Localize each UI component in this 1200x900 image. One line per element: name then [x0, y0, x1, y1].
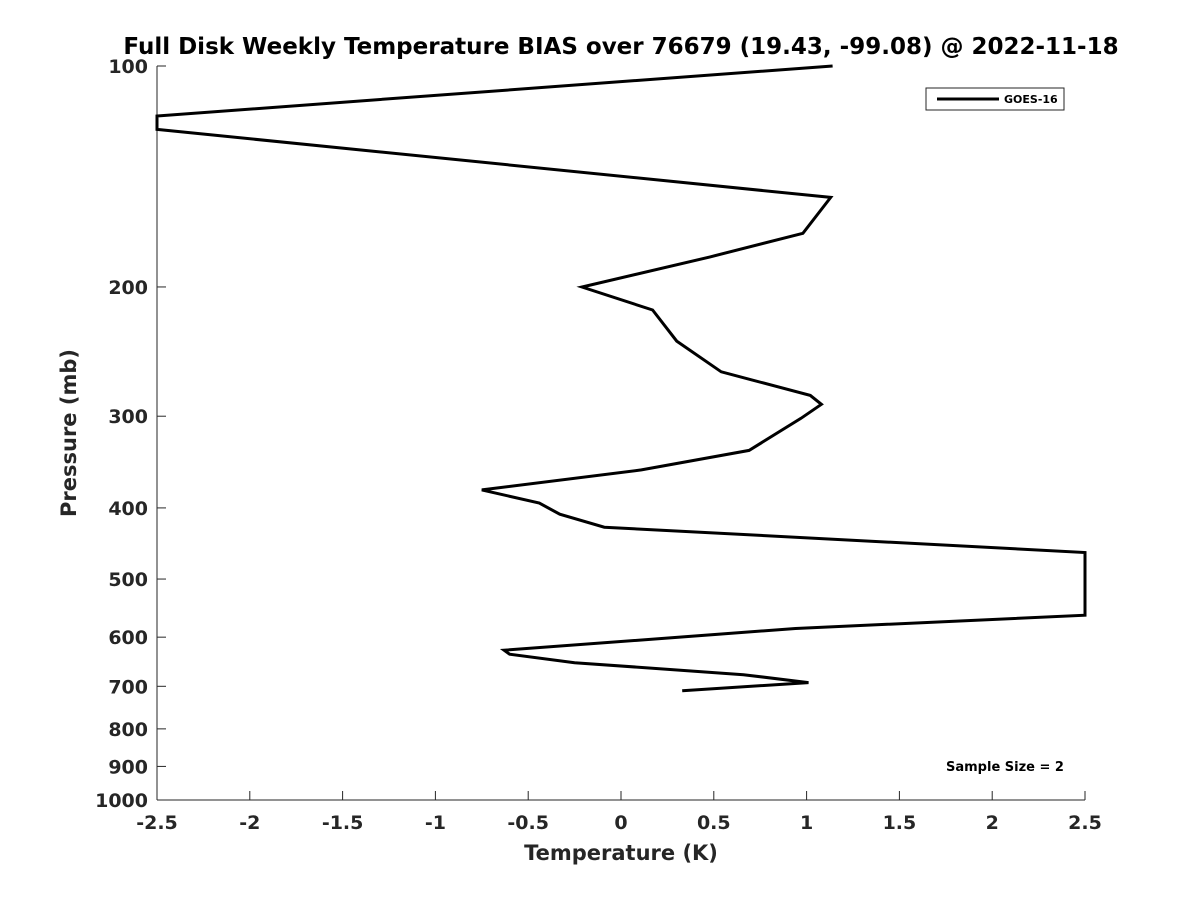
y-axis-label: Pressure (mb): [57, 349, 81, 517]
y-ticks: 100 200 300 400 500 600 700 800 900 1000: [95, 56, 166, 812]
legend: GOES-16: [925, 87, 1065, 111]
y-tick-label: 300: [108, 406, 148, 428]
chart-title: Full Disk Weekly Temperature BIAS over 7…: [123, 34, 1118, 60]
x-tick-label: 1: [800, 812, 813, 834]
y-tick-label: 500: [108, 569, 148, 591]
x-tick-label: -2.5: [136, 812, 178, 834]
x-ticks: -2.5 -2 -1.5 -1 -0.5 0 0.5 1 1.5 2 2.5: [136, 791, 1102, 834]
x-axis-label: Temperature (K): [524, 841, 718, 865]
y-tick-label: 100: [108, 56, 148, 78]
x-tick-label: 0.5: [697, 812, 731, 834]
y-tick-label: 800: [108, 719, 148, 741]
y-tick-label: 1000: [95, 790, 148, 812]
y-tick-label: 200: [108, 277, 148, 299]
x-tick-label: -2: [239, 812, 260, 834]
y-tick-label: 700: [108, 676, 148, 698]
x-tick-label: -0.5: [507, 812, 549, 834]
x-tick-label: -1.5: [322, 812, 364, 834]
plot-area: -2.5 -2 -1.5 -1 -0.5 0 0.5 1 1.5 2 2.5 100 200 300 40…: [95, 56, 1102, 834]
x-tick-label: 1.5: [883, 812, 917, 834]
sample-size-annotation: Sample Size = 2: [946, 760, 1064, 775]
y-tick-label: 900: [108, 756, 148, 778]
y-tick-label: 600: [108, 627, 148, 649]
x-tick-label: 2: [986, 812, 999, 834]
y-tick-label: 400: [108, 498, 148, 520]
x-tick-label: 0: [614, 812, 627, 834]
x-tick-label: -1: [425, 812, 446, 834]
series-line-goes-16: [155, 64, 1087, 693]
legend-label-goes-16: GOES-16: [1004, 93, 1058, 106]
x-tick-label: 2.5: [1068, 812, 1102, 834]
